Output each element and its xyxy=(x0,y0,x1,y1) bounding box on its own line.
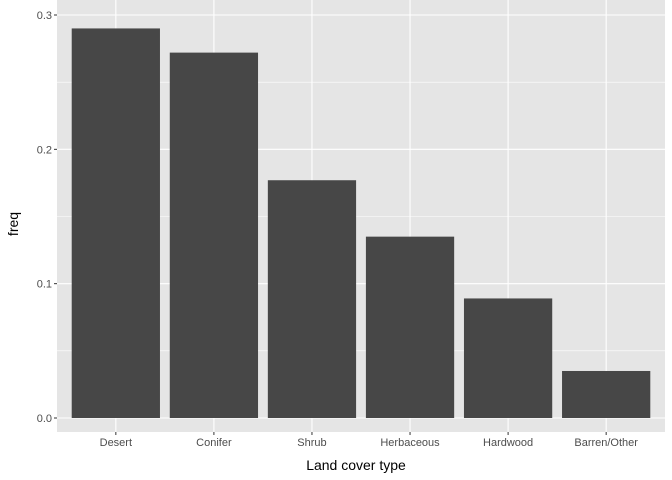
y-axis: 0.0 0.1 0.2 0.3 xyxy=(37,10,57,425)
bar-conifer xyxy=(169,52,259,418)
bar-shrub xyxy=(267,180,357,418)
y-tick-label: 0.0 xyxy=(37,413,52,425)
bar-herbaceous xyxy=(365,236,455,418)
y-tick-label: 0.3 xyxy=(37,10,52,22)
bar-barren-other xyxy=(562,370,651,418)
x-tick-label: Herbaceous xyxy=(380,437,440,449)
x-tick-label: Desert xyxy=(100,437,132,449)
x-tick-label: Hardwood xyxy=(483,437,533,449)
x-tick-label: Conifer xyxy=(196,437,232,449)
x-tick-label: Barren/Other xyxy=(574,437,638,449)
bar-desert xyxy=(71,28,160,419)
y-tick-label: 0.2 xyxy=(37,144,52,156)
x-axis-title: Land cover type xyxy=(306,457,406,473)
y-tick-label: 0.1 xyxy=(37,279,52,291)
bars xyxy=(71,28,651,419)
x-tick-label: Shrub xyxy=(297,437,326,449)
y-axis-title: freq xyxy=(5,212,21,236)
bar-hardwood xyxy=(463,298,553,418)
x-axis: Desert Conifer Shrub Herbaceous Hardwood Barr… xyxy=(100,432,638,449)
